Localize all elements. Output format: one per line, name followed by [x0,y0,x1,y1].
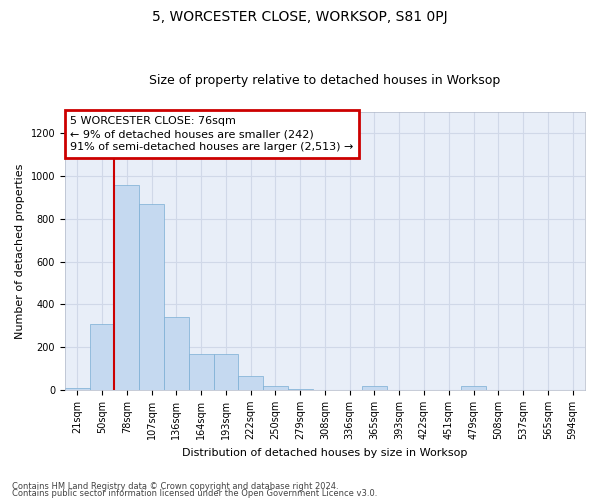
Bar [65,388,89,390]
X-axis label: Distribution of detached houses by size in Worksop: Distribution of detached houses by size … [182,448,467,458]
Text: Contains HM Land Registry data © Crown copyright and database right 2024.: Contains HM Land Registry data © Crown c… [12,482,338,491]
Bar [263,386,288,390]
Text: 5, WORCESTER CLOSE, WORKSOP, S81 0PJ: 5, WORCESTER CLOSE, WORKSOP, S81 0PJ [152,10,448,24]
Bar [189,354,214,390]
Bar [461,386,486,390]
Text: 5 WORCESTER CLOSE: 76sqm
← 9% of detached houses are smaller (242)
91% of semi-d: 5 WORCESTER CLOSE: 76sqm ← 9% of detache… [70,116,353,152]
Bar [115,184,139,390]
Text: Contains public sector information licensed under the Open Government Licence v3: Contains public sector information licen… [12,489,377,498]
Bar [89,324,115,390]
Bar [288,389,313,390]
Bar [214,354,238,390]
Bar [164,317,189,390]
Title: Size of property relative to detached houses in Worksop: Size of property relative to detached ho… [149,74,500,87]
Bar [139,204,164,390]
Bar [362,386,387,390]
Y-axis label: Number of detached properties: Number of detached properties [15,163,25,338]
Bar [238,376,263,390]
